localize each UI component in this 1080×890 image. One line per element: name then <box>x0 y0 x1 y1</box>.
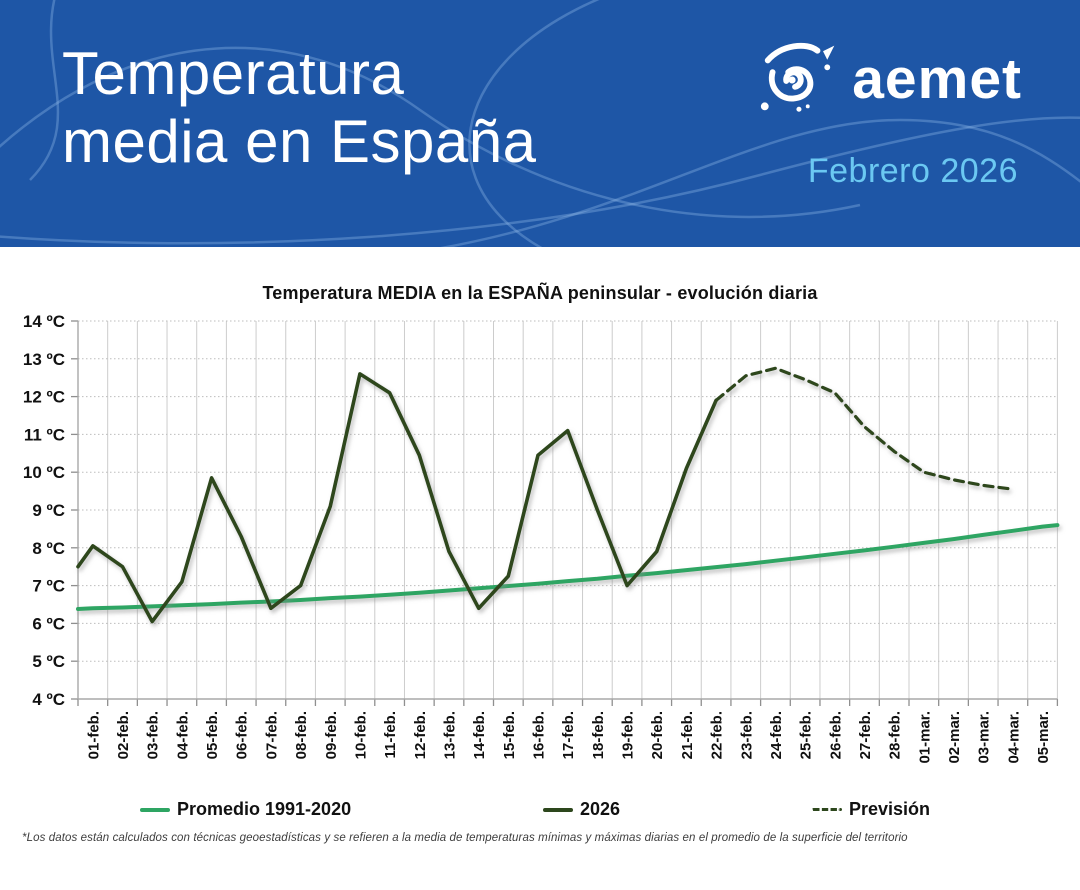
x-axis-label: 01-feb. <box>85 711 102 759</box>
x-axis-label: 03-feb. <box>145 711 162 759</box>
x-axis-label: 08-feb. <box>293 711 310 759</box>
legend-item-3: Previsión <box>811 799 930 820</box>
legend-label: Promedio 1991-2020 <box>177 799 352 819</box>
y-axis-label: 9 ºC <box>32 501 65 520</box>
x-axis-label: 18-feb. <box>590 711 607 759</box>
page-title-line2: media en España <box>62 108 537 176</box>
x-axis-label: 24-feb. <box>768 711 785 759</box>
legend-label: Previsión <box>848 799 930 819</box>
chart-section: Temperatura MEDIA en la ESPAÑA peninsula… <box>0 247 1080 890</box>
y-axis-label: 13 ºC <box>23 350 65 369</box>
legend-item-2: 2026 <box>543 799 620 820</box>
page-title: Temperatura media en España <box>62 40 537 177</box>
aemet-wordmark: aemet <box>852 46 1022 111</box>
x-axis-label: 03-mar. <box>976 711 993 764</box>
y-axis-label: 4 ºC <box>32 690 65 709</box>
x-axis-label: 01-mar. <box>916 711 933 764</box>
x-axis-label: 19-feb. <box>620 711 637 759</box>
x-axis-label: 05-feb. <box>204 711 221 759</box>
x-axis-label: 14-feb. <box>471 711 488 759</box>
aemet-swirl-icon <box>761 42 835 112</box>
legend-swatch-dashed-line <box>811 808 842 811</box>
legend: Promedio 1991-2020 2026 Previsión <box>0 799 1080 820</box>
chart-title: Temperatura MEDIA en la ESPAÑA peninsula… <box>262 283 818 303</box>
y-axis-label: 12 ºC <box>23 388 65 407</box>
x-axis-label: 15-feb. <box>501 711 518 759</box>
aemet-logo: aemet <box>756 38 1022 120</box>
y-axis-label: 10 ºC <box>23 463 65 482</box>
period-label: Febrero 2026 <box>807 152 1018 190</box>
x-axis-label: 10-feb. <box>352 711 369 759</box>
temperature-chart: 4 ºC 5 ºC 6 ºC 7 ºC 8 ºC 9 ºC 10 ºC 11 ºC 12 ºC 1… <box>23 312 1060 764</box>
header-decoration-waves <box>0 0 1080 247</box>
x-axis-label: 09-feb. <box>323 711 340 759</box>
header: Temperatura media en España aemet Febrer… <box>0 0 1080 247</box>
legend-label: 2026 <box>580 799 621 819</box>
x-axis-label: 27-feb. <box>857 711 874 759</box>
y-axis-label: 6 ºC <box>32 614 65 633</box>
x-axis-label: 23-feb. <box>738 711 755 759</box>
x-axis-label: 25-feb. <box>798 711 815 759</box>
x-axis-label: 20-feb. <box>649 711 666 759</box>
x-axis-label: 17-feb. <box>560 711 577 759</box>
x-axis-label: 05-mar. <box>1035 711 1052 764</box>
y-axis-label: 11 ºC <box>24 425 65 444</box>
y-axis-label: 5 ºC <box>32 652 65 671</box>
x-axis-label: 07-feb. <box>263 711 280 759</box>
legend-swatch-solid-line <box>543 807 573 812</box>
series-previsión <box>714 366 1015 491</box>
series-2026 <box>76 372 718 624</box>
legend-item-1: Promedio 1991-2020 <box>140 799 351 820</box>
x-axis-label: 12-feb. <box>412 711 429 759</box>
y-axis-label: 7 ºC <box>32 577 65 596</box>
x-axis-label: 26-feb. <box>827 711 844 759</box>
y-axis-label: 14 ºC <box>23 312 65 331</box>
x-axis-label: 11-feb. <box>382 711 399 759</box>
x-axis-label: 21-feb. <box>679 711 696 759</box>
x-axis-label: 16-feb. <box>531 711 548 759</box>
x-axis-label: 02-feb. <box>115 711 132 759</box>
x-axis-label: 13-feb. <box>441 711 458 759</box>
series-promedio-1991-2020 <box>76 523 1060 611</box>
x-axis-label: 28-feb. <box>887 711 904 759</box>
page-title-line1: Temperatura <box>62 40 405 107</box>
footnote: *Los datos están calculados con técnicas… <box>22 832 908 844</box>
x-axis-label: 02-mar. <box>946 711 963 764</box>
x-axis-label: 04-feb. <box>174 711 191 759</box>
legend-swatch-solid-line <box>140 807 170 812</box>
x-axis-label: 04-mar. <box>1005 711 1022 764</box>
x-axis-label: 22-feb. <box>709 711 726 759</box>
y-axis-label: 8 ºC <box>32 539 65 558</box>
x-axis-label: 06-feb. <box>234 711 251 759</box>
